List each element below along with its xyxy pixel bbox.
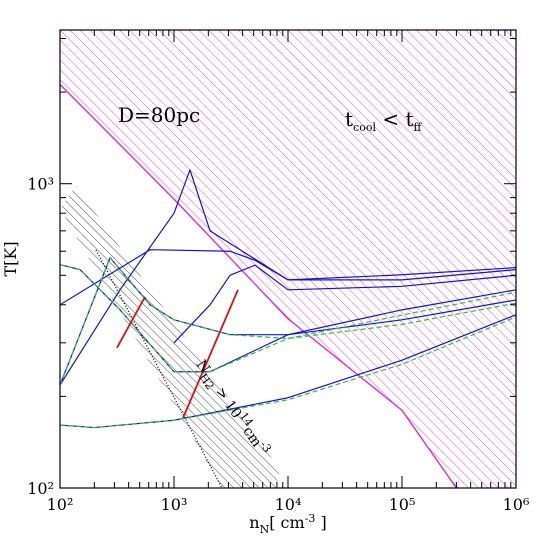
x-axis-label: nN​[ cm-3​ ] xyxy=(249,512,326,536)
y-axis-label: T[K] xyxy=(1,241,20,276)
annotation-part: t xyxy=(345,107,353,131)
annotation: D=80pc xyxy=(118,103,200,127)
curve xyxy=(60,169,516,386)
x-tick-label: 10³ xyxy=(161,495,188,514)
x-tick-label: 10⁴ xyxy=(275,495,302,514)
annotation-part: < t xyxy=(376,107,414,131)
x-tick-label: 10² xyxy=(47,495,74,514)
curve xyxy=(182,289,239,419)
y-tick-label: 10² xyxy=(27,479,54,498)
curve xyxy=(116,296,146,349)
x-axis-label-part: n xyxy=(249,513,259,532)
h2-band xyxy=(62,186,280,488)
annotation: tcool​ < tff​ xyxy=(345,107,423,134)
x-axis-label-part: -3 xyxy=(305,512,316,525)
curve xyxy=(173,264,516,344)
x-tick-label: 10⁵ xyxy=(389,495,416,514)
x-axis-label-part: N xyxy=(260,523,270,536)
hatched-region xyxy=(60,30,516,488)
label-bg xyxy=(199,319,273,409)
boundary-line xyxy=(60,83,457,488)
plot-layer xyxy=(60,30,516,488)
curve xyxy=(60,316,516,429)
y-tick-label: 10³ xyxy=(27,175,54,194)
x-axis-label-part: ] xyxy=(315,513,326,532)
curve xyxy=(60,249,516,306)
curve xyxy=(60,257,516,386)
annotation-part: ff xyxy=(414,121,423,134)
x-tick-label: 10⁶ xyxy=(503,495,530,514)
y-axis-label-part: T[K] xyxy=(1,241,20,276)
annotation-part: D=80pc xyxy=(118,103,200,127)
annotation-part: cool xyxy=(353,121,376,134)
curve xyxy=(60,264,516,373)
x-axis-label-part: [ cm xyxy=(269,513,304,532)
